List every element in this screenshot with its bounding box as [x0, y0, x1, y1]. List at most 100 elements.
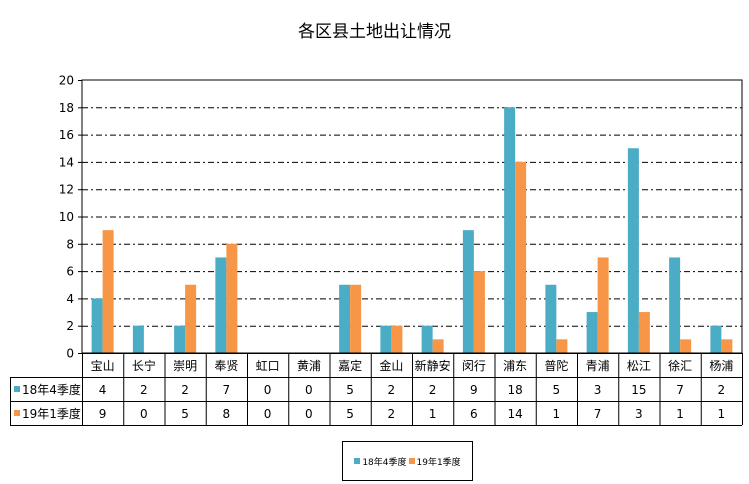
x-category-label: 新静安 — [415, 358, 451, 373]
table-series-swatch — [14, 386, 20, 392]
table-value-cell: 3 — [635, 407, 643, 421]
table-value-cell: 0 — [305, 407, 313, 421]
y-tick-label: 12 — [59, 183, 74, 197]
y-tick-label: 2 — [66, 319, 74, 333]
y-tick-label: 20 — [59, 74, 74, 88]
table-value-cell: 0 — [305, 383, 313, 397]
table-value-cell: 9 — [99, 407, 107, 421]
x-category-label: 奉贤 — [214, 359, 238, 373]
y-tick-label: 0 — [66, 347, 74, 361]
table-value-cell: 2 — [140, 383, 148, 397]
table-value-cell: 7 — [223, 383, 231, 397]
chart-title: 各区县土地出让情况 — [298, 22, 451, 42]
table-value-cell: 15 — [631, 383, 646, 397]
bar-series-2 — [680, 339, 692, 353]
bar-series-1 — [462, 230, 474, 353]
table-value-cell: 5 — [346, 407, 354, 421]
x-category-label: 虹口 — [256, 359, 280, 373]
bar-series-2 — [597, 257, 609, 353]
x-category-label: 宝山 — [91, 359, 115, 373]
bar-series-1 — [132, 325, 144, 353]
bar-series-1 — [504, 107, 516, 353]
x-category-label: 青浦 — [586, 359, 610, 373]
bar-series-1 — [339, 284, 351, 353]
table-series-label: 18年4季度 — [22, 382, 81, 397]
y-tick-label: 14 — [59, 155, 74, 169]
bar-series-1 — [215, 257, 227, 353]
bar-series-2 — [226, 243, 238, 353]
table-value-cell: 0 — [264, 383, 272, 397]
legend-swatch-series-1 — [354, 458, 361, 464]
table-value-cell: 1 — [676, 407, 684, 421]
bar-series-2 — [515, 161, 527, 353]
table-value-cell: 7 — [676, 383, 684, 397]
x-category-label: 松江 — [627, 359, 651, 373]
legend-swatch-series-2 — [408, 458, 415, 464]
x-category-label: 黄浦 — [297, 359, 321, 373]
x-category-label: 嘉定 — [338, 358, 362, 373]
bar-series-2 — [473, 271, 485, 353]
y-tick-label: 4 — [66, 292, 74, 306]
table-value-cell: 7 — [594, 407, 602, 421]
table-value-cell: 2 — [388, 383, 396, 397]
table-value-cell: 2 — [388, 407, 396, 421]
table-value-cell: 5 — [181, 407, 189, 421]
bar-series-2 — [432, 339, 444, 353]
bar-series-2 — [350, 284, 362, 353]
x-category-label: 金山 — [379, 358, 403, 373]
bar-series-1 — [627, 148, 639, 353]
table-value-cell: 2 — [181, 383, 189, 397]
y-tick-label: 6 — [66, 265, 74, 279]
x-category-label: 杨浦 — [709, 358, 733, 373]
legend: 18年4季度 19年1季度 — [342, 441, 473, 481]
x-category-label: 长宁 — [132, 358, 156, 373]
bar-series-1 — [174, 325, 186, 353]
bar-series-2 — [185, 284, 197, 353]
bar-series-1 — [545, 284, 557, 353]
bar-series-1 — [380, 325, 392, 353]
bar-series-1 — [669, 257, 681, 353]
x-category-label: 崇明 — [173, 359, 197, 373]
bar-series-2 — [391, 325, 403, 353]
table-value-cell: 1 — [429, 407, 437, 421]
table-value-cell: 8 — [223, 407, 231, 421]
bar-series-2 — [638, 312, 650, 353]
x-category-label: 普陀 — [544, 358, 568, 373]
bar-series-1 — [91, 298, 103, 353]
bar-series-1 — [586, 312, 598, 353]
table-value-cell: 9 — [470, 383, 478, 397]
y-tick-label: 10 — [59, 210, 74, 224]
table-value-cell: 0 — [140, 407, 148, 421]
table-value-cell: 4 — [99, 383, 107, 397]
bar-series-2 — [102, 230, 114, 353]
table-value-cell: 1 — [553, 407, 561, 421]
y-tick-label: 16 — [59, 128, 74, 142]
table-series-swatch — [14, 410, 20, 416]
table-value-cell: 3 — [594, 383, 602, 397]
y-tick-label: 8 — [66, 237, 74, 251]
table-value-cell: 2 — [718, 383, 726, 397]
table-value-cell: 0 — [264, 407, 272, 421]
bar-series-1 — [421, 325, 433, 353]
x-category-label: 浦东 — [503, 359, 527, 373]
bar-series-2 — [556, 339, 568, 353]
x-category-label: 徐汇 — [668, 358, 692, 373]
table-value-cell: 2 — [429, 383, 437, 397]
gridlines — [82, 107, 742, 327]
legend-item-series-2: 19年1季度 — [408, 455, 461, 468]
axes: 0 2 4 6 8 10 12 14 16 18 20 — [59, 74, 743, 361]
data-table: 宝山 长宁 崇明 奉贤 虹口 黄浦 嘉定 金山 新静安 闵行 浦东 普陀 青浦 松江 徐汇 杨浦 18年4季度 4… — [10, 353, 743, 426]
x-category-label: 闵行 — [462, 358, 486, 373]
table-value-cell: 18 — [507, 383, 522, 397]
table-value-cell: 1 — [718, 407, 726, 421]
bar-series-1 — [710, 325, 722, 353]
legend-label-series-1: 18年4季度 — [362, 457, 407, 468]
bars — [91, 107, 733, 353]
table-value-cell: 6 — [470, 407, 478, 421]
legend-item-series-1: 18年4季度 — [354, 455, 407, 468]
table-value-cell: 5 — [346, 383, 354, 397]
legend-label-series-2: 19年1季度 — [416, 457, 461, 468]
table-value-cell: 14 — [507, 407, 522, 421]
table-series-label: 19年1季度 — [22, 406, 81, 421]
